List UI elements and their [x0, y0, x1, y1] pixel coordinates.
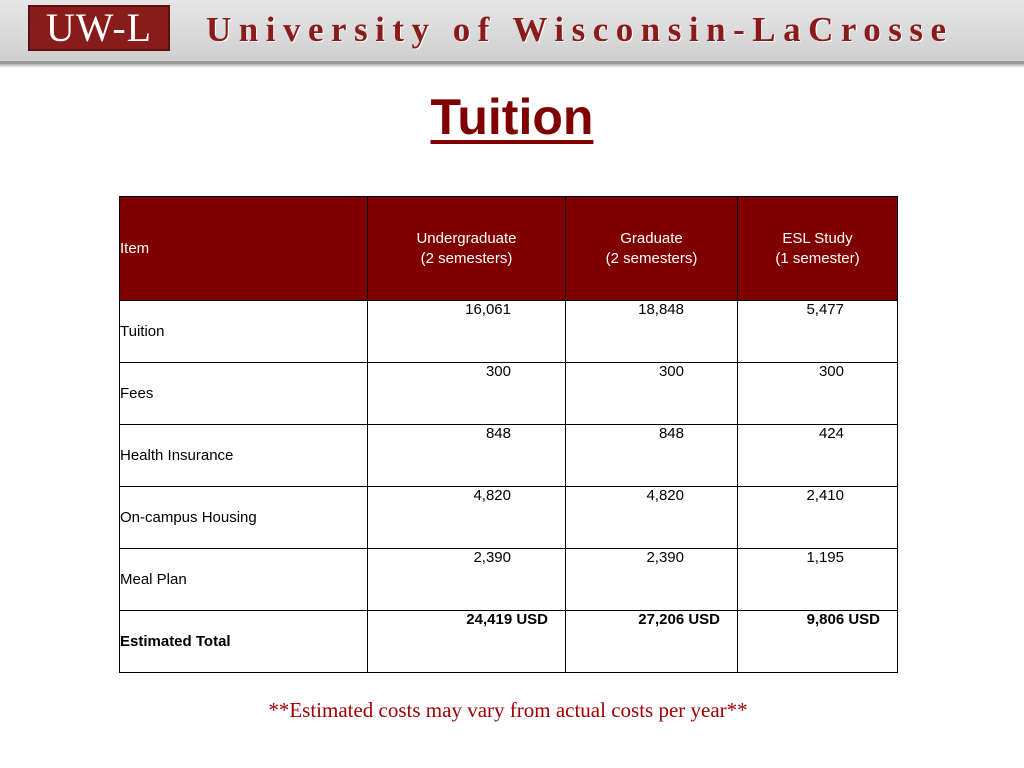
header-undergraduate: Undergraduate (2 semesters) — [367, 196, 566, 301]
row-item-label: Health Insurance — [119, 424, 368, 487]
row-undergraduate-value: 300 — [367, 362, 566, 425]
banner-divider — [0, 64, 1024, 68]
page-title-container: Tuition — [0, 88, 1024, 146]
total-esl-value: 9,806 USD — [737, 610, 898, 673]
cost-table: Item Undergraduate (2 semesters) Graduat… — [119, 196, 898, 673]
row-graduate-value: 2,390 — [565, 548, 738, 611]
header-graduate-line2: (2 semesters) — [605, 249, 698, 267]
header-esl-line1: ESL Study — [782, 229, 853, 247]
row-item-label: On-campus Housing — [119, 486, 368, 549]
header-graduate: Graduate (2 semesters) — [565, 196, 738, 301]
row-esl-value: 2,410 — [737, 486, 898, 549]
row-undergraduate-value: 16,061 — [367, 300, 566, 363]
row-item-label: Tuition — [119, 300, 368, 363]
table-row: Fees 300 300 300 — [119, 362, 898, 425]
row-graduate-value: 848 — [565, 424, 738, 487]
logo-text: UW-L — [45, 5, 153, 50]
header-graduate-line1: Graduate — [620, 229, 683, 247]
page-title: Tuition — [430, 89, 594, 145]
header-undergraduate-line2: (2 semesters) — [420, 249, 513, 267]
table-row: On-campus Housing 4,820 4,820 2,410 — [119, 486, 898, 549]
total-graduate-value: 27,206 USD — [565, 610, 738, 673]
total-undergraduate-value: 24,419 USD — [367, 610, 566, 673]
table-row: Health Insurance 848 848 424 — [119, 424, 898, 487]
table-header-row: Item Undergraduate (2 semesters) Graduat… — [119, 196, 898, 301]
footnote: **Estimated costs may vary from actual c… — [268, 698, 748, 722]
table-row: Meal Plan 2,390 2,390 1,195 — [119, 548, 898, 611]
row-graduate-value: 18,848 — [565, 300, 738, 363]
total-label: Estimated Total — [119, 610, 368, 673]
header-undergraduate-line1: Undergraduate — [416, 229, 517, 247]
uwl-logo: UW-L — [28, 5, 170, 51]
header-item-label: Item — [120, 239, 150, 257]
row-item-label: Fees — [119, 362, 368, 425]
row-undergraduate-value: 2,390 — [367, 548, 566, 611]
row-esl-value: 300 — [737, 362, 898, 425]
header-esl: ESL Study (1 semester) — [737, 196, 898, 301]
header-banner: UW-L University of Wisconsin-LaCrosse — [0, 0, 1024, 64]
row-esl-value: 1,195 — [737, 548, 898, 611]
row-esl-value: 5,477 — [737, 300, 898, 363]
row-graduate-value: 4,820 — [565, 486, 738, 549]
total-row: Estimated Total 24,419 USD 27,206 USD 9,… — [119, 610, 898, 673]
header-item: Item — [119, 196, 368, 301]
row-undergraduate-value: 848 — [367, 424, 566, 487]
table-row: Tuition 16,061 18,848 5,477 — [119, 300, 898, 363]
row-esl-value: 424 — [737, 424, 898, 487]
row-graduate-value: 300 — [565, 362, 738, 425]
university-name: University of Wisconsin-LaCrosse — [206, 10, 954, 49]
row-item-label: Meal Plan — [119, 548, 368, 611]
row-undergraduate-value: 4,820 — [367, 486, 566, 549]
header-esl-line2: (1 semester) — [775, 249, 860, 267]
